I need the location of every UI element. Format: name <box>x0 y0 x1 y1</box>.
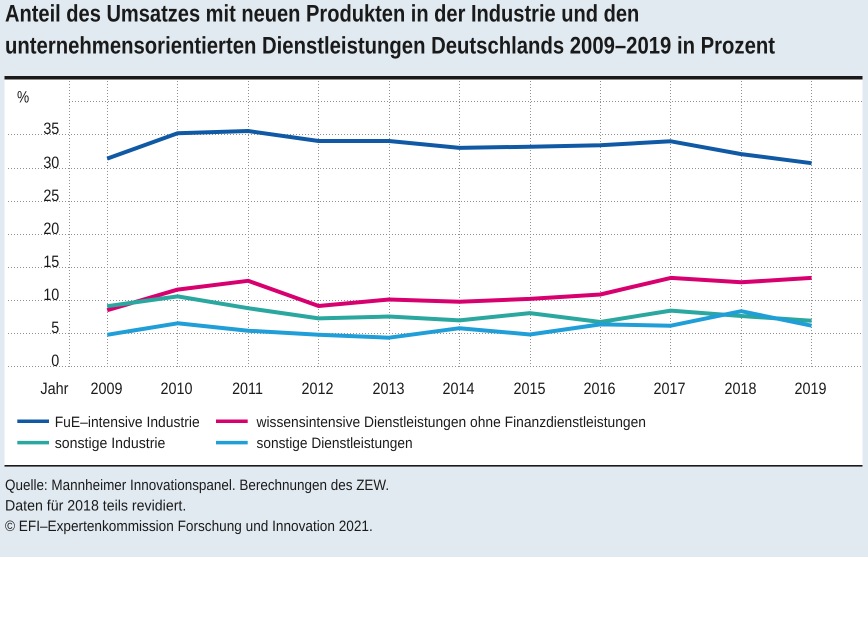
svg-text:2012: 2012 <box>302 380 334 398</box>
svg-text:2014: 2014 <box>443 380 475 398</box>
svg-text:2015: 2015 <box>514 380 546 398</box>
svg-text:2017: 2017 <box>654 380 686 398</box>
svg-text:Anteil des Umsatzes mit neuen: Anteil des Umsatzes mit neuen Produkten … <box>5 1 639 28</box>
svg-text:25: 25 <box>43 187 59 205</box>
svg-text:wissensintensive Dienstleistun: wissensintensive Dienstleistungen ohne F… <box>256 414 646 431</box>
svg-text:Jahr: Jahr <box>40 380 69 398</box>
svg-text:2018: 2018 <box>725 380 757 398</box>
svg-text:© EFI–Expertenkommission Forsc: © EFI–Expertenkommission Forschung und I… <box>5 518 373 535</box>
svg-text:2013: 2013 <box>373 380 405 398</box>
svg-text:Quelle: Mannheimer Innovations: Quelle: Mannheimer Innovationspanel. Ber… <box>5 477 389 494</box>
svg-text:2016: 2016 <box>584 380 616 398</box>
svg-text:5: 5 <box>51 319 59 337</box>
svg-text:sonstige Industrie: sonstige Industrie <box>55 435 166 452</box>
svg-text:0: 0 <box>51 352 59 370</box>
svg-text:10: 10 <box>43 286 59 304</box>
svg-text:%: % <box>17 88 29 106</box>
svg-text:2011: 2011 <box>232 380 263 398</box>
svg-text:2010: 2010 <box>161 380 193 398</box>
svg-text:35: 35 <box>43 120 59 138</box>
svg-text:2009: 2009 <box>91 380 123 398</box>
svg-text:unternehmensorientierten Diens: unternehmensorientierten Dienstleistunge… <box>5 33 775 60</box>
svg-text:15: 15 <box>43 253 59 271</box>
svg-text:2019: 2019 <box>795 380 827 398</box>
svg-text:FuE–intensive Industrie: FuE–intensive Industrie <box>55 414 200 431</box>
svg-text:Daten für 2018 teils revidiert: Daten für 2018 teils revidiert. <box>5 498 186 515</box>
svg-text:20: 20 <box>43 220 59 238</box>
svg-text:sonstige Dienstleistungen: sonstige Dienstleistungen <box>257 435 413 452</box>
svg-text:30: 30 <box>43 154 59 172</box>
